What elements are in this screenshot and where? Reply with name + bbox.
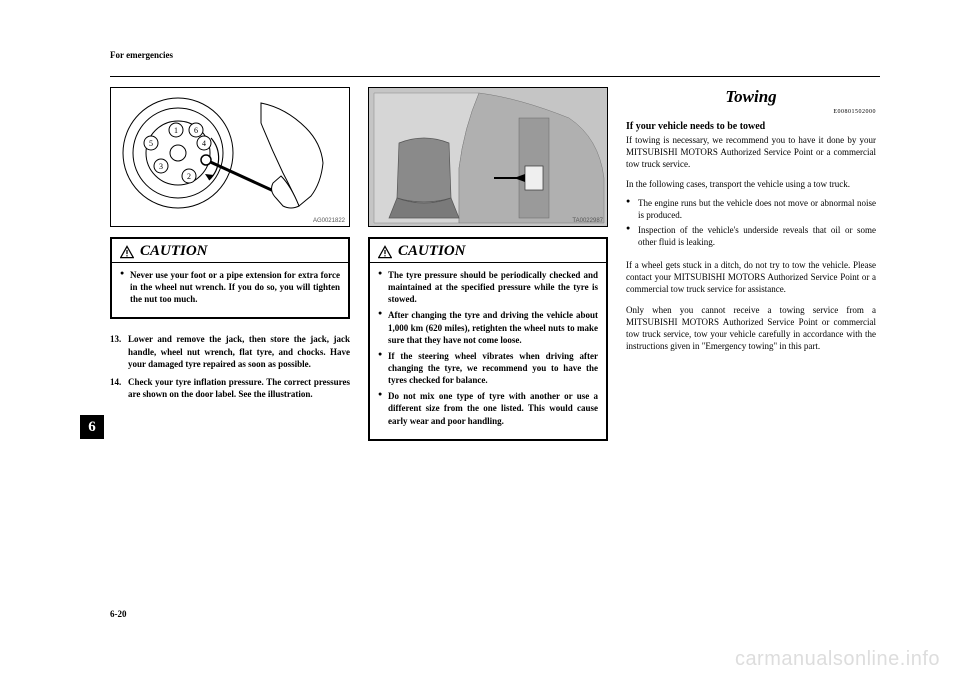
caution-title-2: CAUTION xyxy=(370,239,606,262)
step-14: 14. Check your tyre inflation pressure. … xyxy=(110,376,350,400)
svg-text:1: 1 xyxy=(174,126,178,135)
figure-wheel-tighten: 1 2 3 4 5 6 AG0021822 xyxy=(110,87,350,227)
caution-box-1: CAUTION Never use your foot or a pipe ex… xyxy=(110,237,350,319)
wheel-tighten-svg: 1 2 3 4 5 6 xyxy=(111,88,350,227)
step-text: Lower and remove the jack, then store th… xyxy=(128,334,350,368)
towing-p2: In the following cases, transport the ve… xyxy=(626,178,876,190)
svg-text:6: 6 xyxy=(194,126,198,135)
towing-p1: If towing is necessary, we recommend you… xyxy=(626,134,876,170)
step-num: 14. xyxy=(110,376,121,388)
columns: 1 2 3 4 5 6 AG0021822 xyxy=(110,87,880,441)
column-2: TA0022987 CAUTION The tyre pressure shou… xyxy=(368,87,608,441)
column-3: Towing E00801502000 If your vehicle need… xyxy=(626,87,876,441)
svg-text:2: 2 xyxy=(187,172,191,181)
page-tab: 6 xyxy=(80,415,104,439)
caution-title-1: CAUTION xyxy=(112,239,348,262)
watermark: carmanualsonline.info xyxy=(735,648,940,671)
towing-subhead: If your vehicle needs to be towed xyxy=(626,121,876,132)
step-list: 13. Lower and remove the jack, then stor… xyxy=(110,333,350,406)
figure-code: TA0022987 xyxy=(572,218,603,224)
warning-icon xyxy=(120,245,134,259)
svg-text:3: 3 xyxy=(159,162,163,171)
header-rule xyxy=(110,76,880,77)
caution-body-1: Never use your foot or a pipe extension … xyxy=(112,262,348,317)
caution-item: After changing the tyre and driving the … xyxy=(378,309,598,345)
svg-text:5: 5 xyxy=(149,139,153,148)
column-1: 1 2 3 4 5 6 AG0021822 xyxy=(110,87,350,441)
caution-box-2: CAUTION The tyre pressure should be peri… xyxy=(368,237,608,441)
step-13: 13. Lower and remove the jack, then stor… xyxy=(110,333,350,369)
figure-door-label: TA0022987 xyxy=(368,87,608,227)
caution-item: The tyre pressure should be periodically… xyxy=(378,269,598,305)
towing-p3: If a wheel gets stuck in a ditch, do not… xyxy=(626,259,876,295)
caution-body-2: The tyre pressure should be periodically… xyxy=(370,262,606,439)
page-number: 6-20 xyxy=(110,609,127,619)
towing-bullets: The engine runs but the vehicle does not… xyxy=(626,197,876,252)
section-code: E00801502000 xyxy=(626,109,876,115)
step-num: 13. xyxy=(110,333,121,345)
svg-text:4: 4 xyxy=(202,139,206,148)
caution-item: If the steering wheel vibrates when driv… xyxy=(378,350,598,386)
caution-word: CAUTION xyxy=(140,243,208,260)
caution-item: Do not mix one type of tyre with another… xyxy=(378,390,598,426)
towing-bullet: The engine runs but the vehicle does not… xyxy=(626,197,876,221)
step-text: Check your tyre inflation pressure. The … xyxy=(128,377,350,399)
header-section: For emergencies xyxy=(110,50,880,60)
page-content: For emergencies 1 2 3 4 5 6 xyxy=(110,50,880,610)
caution-word: CAUTION xyxy=(398,243,466,260)
warning-icon xyxy=(378,245,392,259)
figure-code: AG0021822 xyxy=(313,218,345,224)
towing-bullet: Inspection of the vehicle's underside re… xyxy=(626,224,876,248)
caution-item: Never use your foot or a pipe extension … xyxy=(120,269,340,305)
door-label-svg xyxy=(369,88,608,227)
towing-title: Towing xyxy=(626,87,876,107)
towing-p4: Only when you cannot receive a towing se… xyxy=(626,304,876,353)
